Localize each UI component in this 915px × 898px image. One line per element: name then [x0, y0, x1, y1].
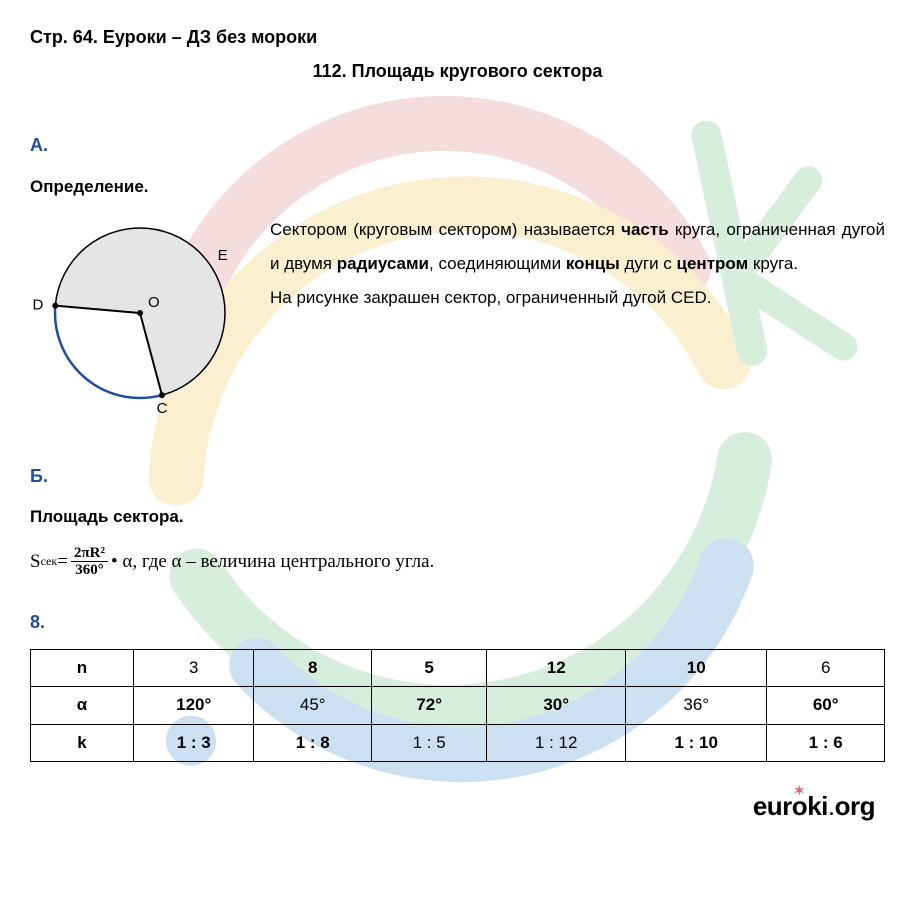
brand-o-icon: o✶	[792, 782, 807, 831]
formula-num: 2πR²	[71, 545, 108, 563]
table-cell: 10	[626, 649, 767, 686]
section-b-letter: Б.	[30, 459, 885, 493]
table-row: n38512106	[31, 649, 885, 686]
sector-diagram: D C E O	[30, 213, 250, 434]
def-kw3: концы	[566, 254, 620, 273]
footer-brand: euro✶ki.org	[30, 782, 885, 831]
sector-formula: Sсек = 2πR² 360° • α, где α – величина ц…	[30, 544, 885, 580]
svg-text:C: C	[157, 400, 168, 417]
formula-rhs: • α, где α – величина центрального угла.	[111, 544, 434, 580]
table-cell: 60°	[767, 687, 885, 724]
table-cell: 8	[254, 649, 372, 686]
table-cell: 5	[372, 649, 487, 686]
table-cell: 120°	[134, 687, 254, 724]
def-p2: На рисунке закрашен сектор, ограниченный…	[270, 281, 885, 315]
formula-lhs-base: S	[30, 544, 41, 580]
def-p1e: круга.	[748, 254, 798, 273]
table-cell: 3	[134, 649, 254, 686]
def-kw2: радиусами	[337, 254, 429, 273]
page-title: 112. Площадь кругового сектора	[30, 54, 885, 88]
svg-text:O: O	[148, 294, 160, 311]
table-row: α120°45°72°30°36°60°	[31, 687, 885, 724]
sector-table: n38512106α120°45°72°30°36°60°k1 : 31 : 8…	[30, 649, 885, 762]
section-a-letter: А.	[30, 128, 885, 162]
table-cell: 1 : 6	[767, 724, 885, 761]
table-cell: 12	[487, 649, 626, 686]
definition-text: Сектором (круговым сектором) называется …	[270, 213, 885, 315]
brand-suffix: ki	[807, 791, 828, 821]
table-cell: 1 : 3	[134, 724, 254, 761]
svg-text:D: D	[32, 296, 43, 313]
table-cell: 36°	[626, 687, 767, 724]
table-cell: 1 : 8	[254, 724, 372, 761]
formula-lhs-sub: сек	[41, 550, 58, 573]
brand-dot: .	[828, 791, 835, 821]
brand-tld: org	[835, 791, 875, 821]
table-cell: 1 : 12	[487, 724, 626, 761]
def-p1d: дуги с	[620, 254, 677, 273]
def-kw4: центром	[677, 254, 749, 273]
formula-eq: =	[57, 544, 68, 580]
table-row-label: n	[31, 649, 134, 686]
def-p1c: , соединяющими	[429, 254, 566, 273]
table-cell: 45°	[254, 687, 372, 724]
table-row-label: k	[31, 724, 134, 761]
def-p1a: Сектором (круговым сектором) называется	[270, 220, 621, 239]
table-row: k1 : 31 : 81 : 51 : 121 : 101 : 6	[31, 724, 885, 761]
brand-prefix: eur	[753, 791, 792, 821]
page-header: Стр. 64. Еуроки – ДЗ без мороки	[30, 20, 885, 54]
table-row-label: α	[31, 687, 134, 724]
formula-den: 360°	[72, 562, 107, 579]
table-cell: 30°	[487, 687, 626, 724]
area-heading: Площадь сектора.	[30, 501, 885, 533]
table-cell: 6	[767, 649, 885, 686]
definition-heading: Определение.	[30, 171, 885, 203]
section-8-letter: 8.	[30, 605, 885, 639]
svg-text:E: E	[218, 247, 228, 264]
def-kw1: часть	[621, 220, 669, 239]
table-cell: 1 : 5	[372, 724, 487, 761]
table-cell: 72°	[372, 687, 487, 724]
table-cell: 1 : 10	[626, 724, 767, 761]
